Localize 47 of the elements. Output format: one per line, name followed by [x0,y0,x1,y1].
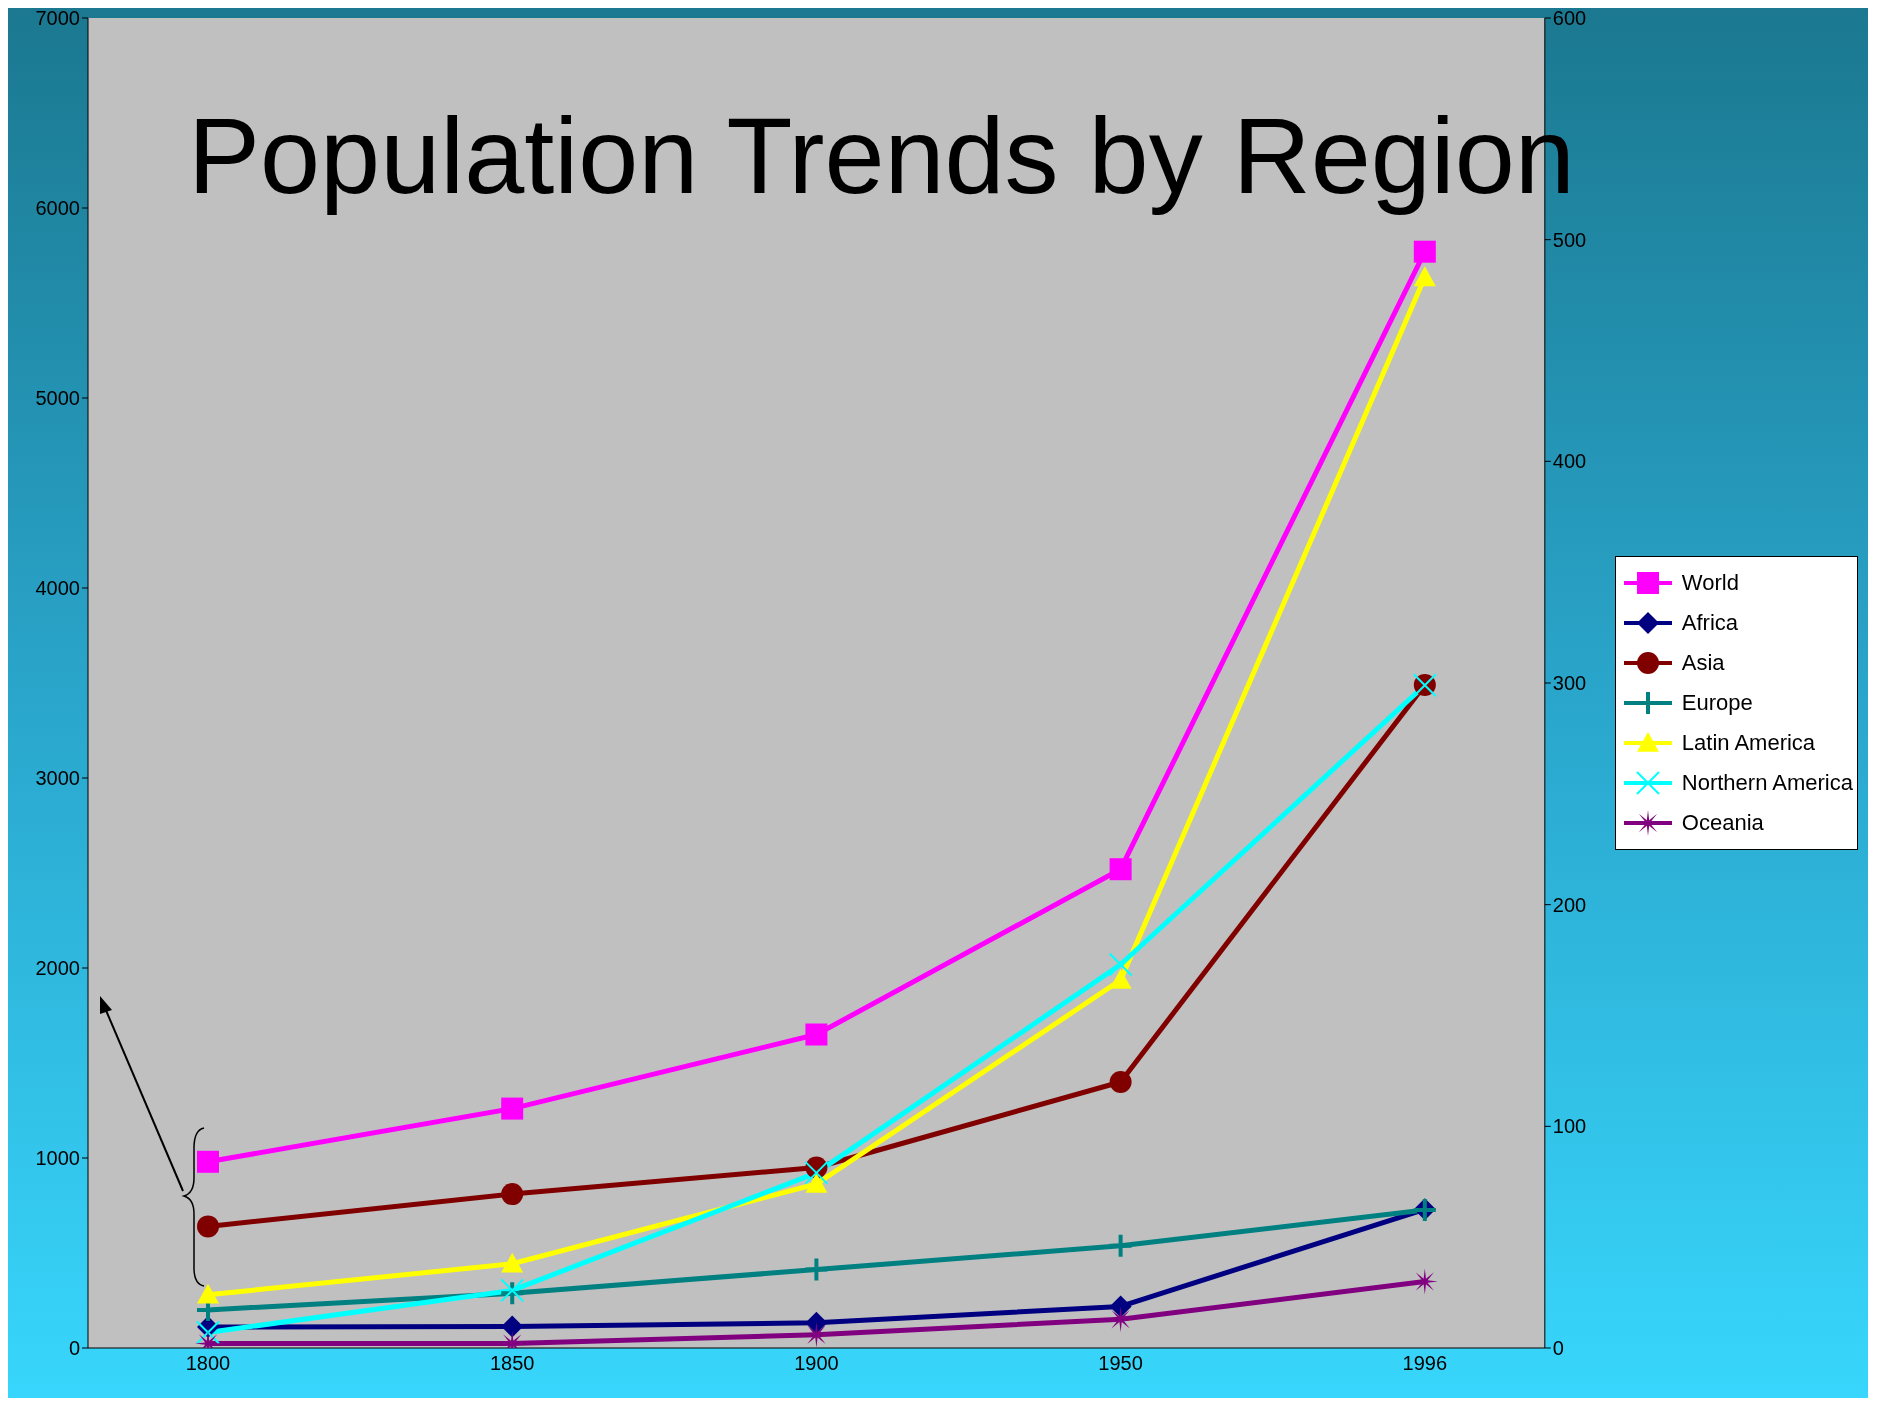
y-tick-label: 5000 [35,387,80,410]
legend-label: Asia [1681,650,1725,676]
y2-tick-label: 600 [1552,7,1587,30]
y-tick-label: 6000 [35,197,80,220]
y-tick-label: 4000 [35,577,80,600]
point [805,1311,828,1334]
legend-label: Northern America [1681,770,1853,796]
point [1108,952,1133,977]
point [1109,969,1132,989]
y2-tick-label: 100 [1552,1115,1587,1138]
point [501,1315,524,1338]
legend-label: Oceania [1681,810,1764,836]
x-tick-label: 1950 [1098,1352,1143,1375]
point [805,1258,828,1281]
point [197,1283,219,1304]
point [804,1160,829,1185]
x-tick-label: 1996 [1402,1352,1448,1375]
y2-tick-label: 200 [1552,893,1587,916]
legend-label: World [1681,570,1739,596]
point [1109,1234,1132,1257]
y-tick-label: 7000 [35,7,80,30]
y-tick-label: 0 [68,1337,80,1360]
legend-label: Europe [1681,690,1753,716]
y2-tick-label: 500 [1552,228,1587,251]
point [1109,1071,1132,1093]
point [501,1252,524,1273]
point [501,1097,524,1120]
legend-label: Latin America [1681,730,1816,756]
y2-tick-label: 0 [1552,1337,1564,1360]
point [197,1215,219,1238]
point [805,1172,828,1193]
point [1109,858,1132,881]
point [805,1023,828,1046]
y-tick-label: 2000 [35,957,80,980]
legend-label: Africa [1681,610,1739,636]
y2-tick-label: 300 [1552,672,1587,695]
y2-tick-label: 400 [1552,450,1587,473]
y-tick-label: 1000 [35,1147,80,1170]
point [197,1150,219,1173]
x-tick-label: 1900 [794,1352,839,1375]
y-tick-label: 3000 [35,767,80,790]
x-tick-label: 1800 [185,1352,231,1375]
point [501,1183,524,1206]
point [1109,1295,1132,1318]
point [1413,266,1436,287]
x-tick-label: 1850 [489,1352,535,1375]
point [1413,240,1436,263]
